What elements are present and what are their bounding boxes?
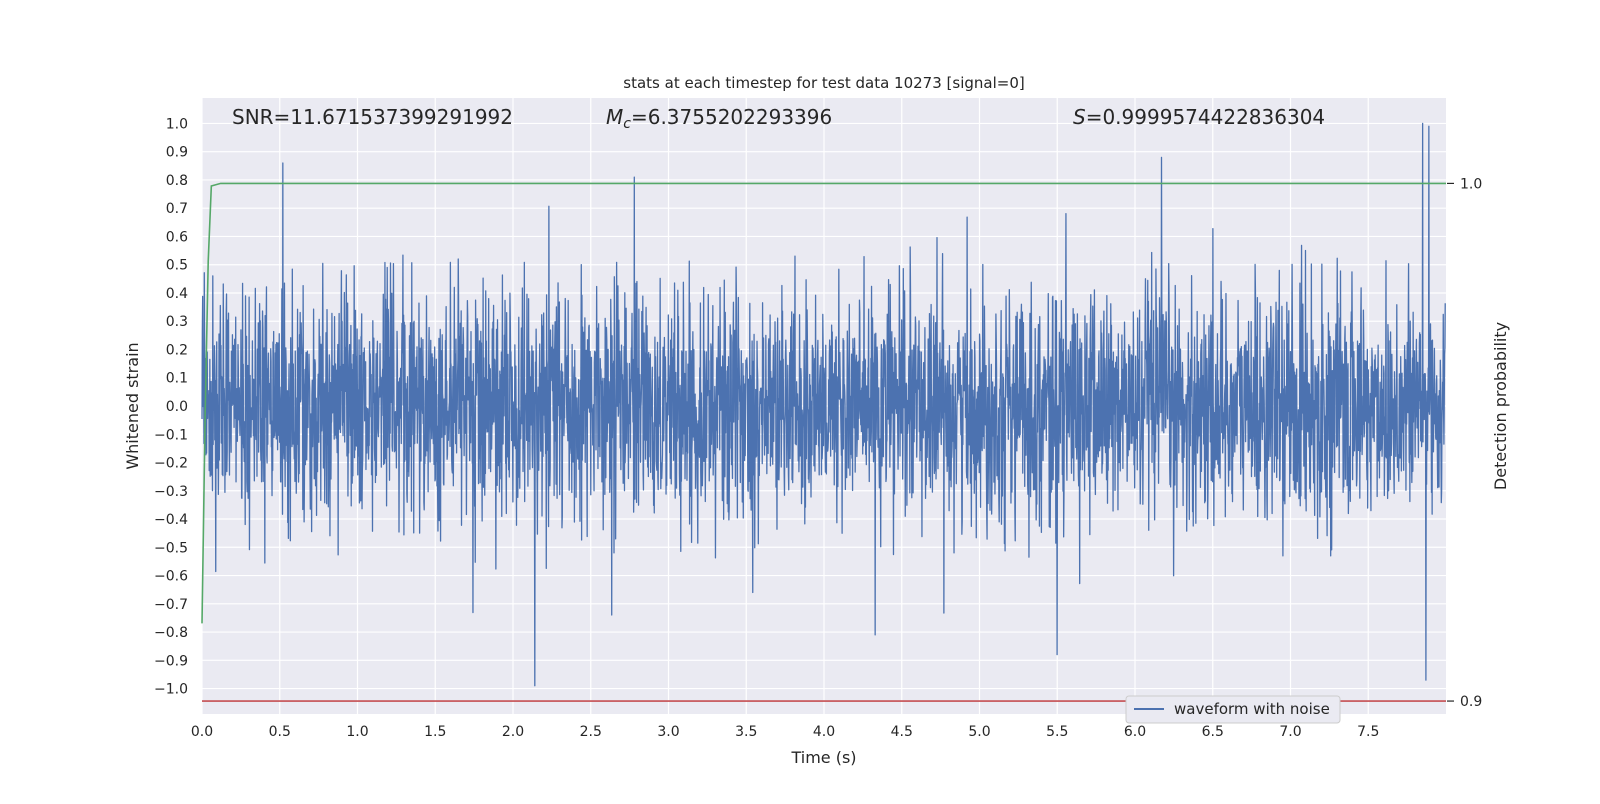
- significance-symbol: S: [1073, 105, 1086, 129]
- y-tick-label: −0.1: [154, 427, 188, 443]
- significance-annotation: S=0.9999574422836304: [1073, 105, 1325, 129]
- x-tick-label: 7.5: [1357, 724, 1379, 740]
- y-tick-label: −0.3: [154, 484, 188, 500]
- x-tick-label: 0.5: [269, 724, 291, 740]
- y-tick-label: −0.8: [154, 625, 188, 641]
- y-tick-label: 0.1: [166, 371, 188, 387]
- y-tick-label: −0.7: [154, 597, 188, 613]
- y-tick-label: 0.8: [166, 173, 188, 189]
- y-tick-label: 0.6: [166, 229, 188, 245]
- axis-layer: 0.0 0.5 1.0 1.5 2.0 2.5 3.0 3.5 4.0 4.5 5.0 5.5 6.0 6…: [154, 116, 1482, 740]
- x-tick-label: 6.5: [1202, 724, 1224, 740]
- y-tick-label: 0.7: [166, 201, 188, 217]
- y-tick-label: −0.5: [154, 540, 188, 556]
- y-tick-label: 0.9: [166, 145, 188, 161]
- y2-axis-label: Detection probability: [1491, 322, 1510, 490]
- x-tick-label: 3.0: [657, 724, 679, 740]
- y-tick-label: −1.0: [154, 682, 188, 698]
- chirp-mass-symbol: M: [606, 105, 623, 129]
- y-tick-label: −0.6: [154, 569, 188, 585]
- x-tick-label: 1.0: [346, 724, 368, 740]
- x-tick-label: 4.0: [813, 724, 835, 740]
- y-tick-label: −0.9: [154, 653, 188, 669]
- x-axis-label: Time (s): [790, 748, 856, 767]
- y-tick-label: 0.4: [166, 286, 188, 302]
- x-tick-label: 5.0: [968, 724, 990, 740]
- legend: waveform with noise: [1125, 695, 1341, 724]
- y2-tick-label: 1.0: [1460, 176, 1482, 192]
- detection-probability-line: [201, 182, 1446, 624]
- y-axis-label: Whitened strain: [123, 342, 142, 469]
- y-tick-label: 1.0: [166, 116, 188, 132]
- y-tick-label: −0.2: [154, 456, 188, 472]
- x-tick-label: 0.0: [191, 724, 213, 740]
- y-tick-label: 0.3: [166, 314, 188, 330]
- waveform-series-line: [201, 122, 1446, 687]
- chirp-mass-annotation: Mc=6.3755202293396: [606, 105, 832, 132]
- significance-value: =0.9999574422836304: [1086, 105, 1325, 129]
- legend-box: [1125, 695, 1341, 724]
- y-tick-label: −0.4: [154, 512, 188, 528]
- x-tick-label: 4.5: [891, 724, 913, 740]
- x-tick-label: 3.5: [735, 724, 757, 740]
- y-tick-label: 0.2: [166, 342, 188, 358]
- x-tick-label: 1.5: [424, 724, 446, 740]
- x-tick-label: 2.5: [580, 724, 602, 740]
- x-tick-label: 2.0: [502, 724, 524, 740]
- x-tick-label: 5.5: [1046, 724, 1068, 740]
- chirp-mass-subscript: c: [623, 116, 631, 132]
- chart-title: stats at each timestep for test data 102…: [623, 74, 1024, 92]
- y-tick-label: 0.5: [166, 258, 188, 274]
- x-tick-label: 7.0: [1279, 724, 1301, 740]
- legend-label-waveform: waveform with noise: [1174, 700, 1330, 718]
- x-tick-label: 6.0: [1124, 724, 1146, 740]
- y-tick-label: 0.0: [166, 399, 188, 415]
- y2-tick-label: 0.9: [1460, 694, 1482, 710]
- snr-annotation: SNR=11.671537399291992: [232, 105, 513, 129]
- chirp-mass-value: =6.3755202293396: [631, 105, 832, 129]
